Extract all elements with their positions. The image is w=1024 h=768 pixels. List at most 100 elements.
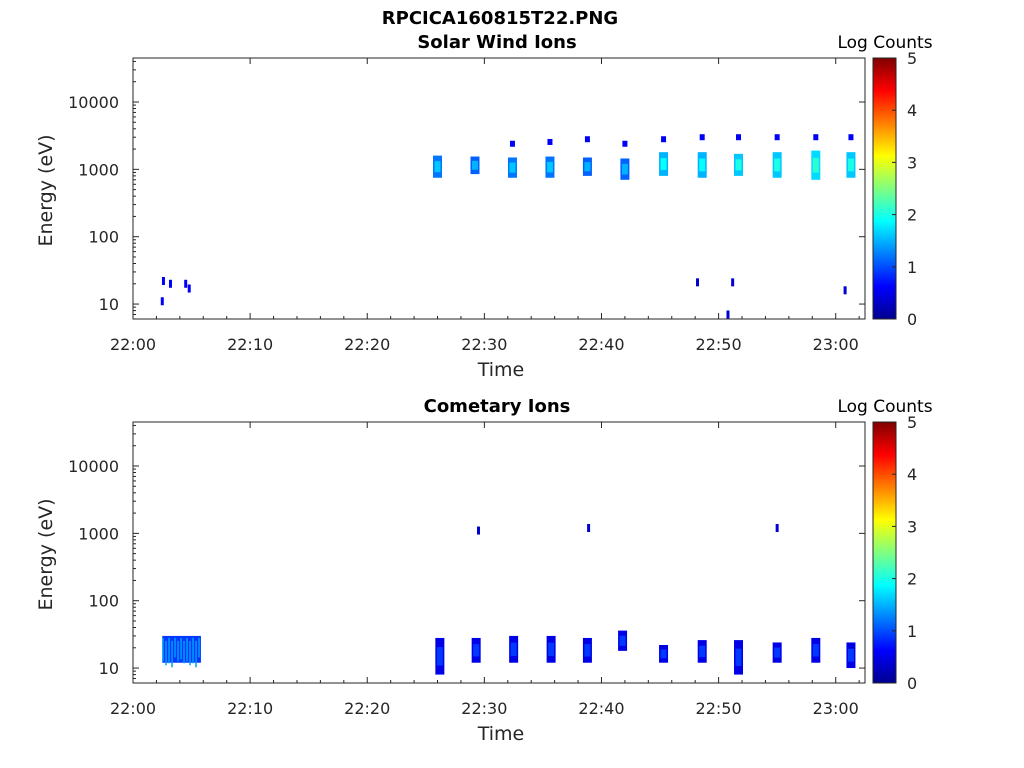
spectrogram-data [162,524,856,675]
data-burst-core [660,649,667,659]
y-axis-label: Energy (eV) [35,498,57,610]
colorbar [872,57,897,320]
colorbar-tick-label: 4 [907,101,917,120]
plot-area [132,57,866,320]
x-tick-label: 22:50 [696,335,742,354]
data-burst-cap [848,134,854,141]
colorbar-tick-label: 1 [907,622,917,641]
x-tick-label: 22:00 [110,699,156,718]
data-point [587,524,591,533]
data-point [168,279,172,288]
data-streak [186,637,188,662]
colorbar-tick-label: 2 [907,206,917,225]
colorbar-tick-label: 3 [907,517,917,536]
colorbar-tick-label: 5 [907,413,917,432]
x-axis-label: Time [477,723,525,745]
data-streak [180,637,182,660]
data-streak [189,640,191,666]
data-burst-core [812,644,819,657]
colorbar-label: Log Counts [837,397,932,417]
plot-area [132,421,866,684]
colorbar-tick-label: 3 [907,153,917,172]
data-point [161,276,165,285]
data-burst-core [774,647,781,658]
x-tick-label: 22:40 [578,335,624,354]
data-burst-core [699,645,706,658]
data-point [184,279,188,288]
data-burst-core [660,158,667,170]
data-streak [174,637,176,658]
x-tick-label: 23:00 [813,335,859,354]
figure-title: RPCICA160815T22.PNG [382,8,618,29]
panel-2: Cometary Ions 22:00 22:10 22:20 22:30 22:40 2 2… [35,396,933,745]
x-axis-label: Time [477,359,525,381]
y-tick-label: 10000 [68,93,119,112]
data-burst-cap [547,138,553,145]
x-tick-label: 22:10 [227,335,273,354]
panel-title: Solar Wind Ions [417,32,576,53]
data-point [731,278,735,287]
data-burst-core [621,163,628,175]
data-burst-core [436,647,443,666]
x-tick-label: 22:40 [578,699,624,718]
colorbar-tick-label: 0 [907,310,917,329]
data-burst-cap [736,134,742,141]
data-streak [168,637,170,664]
y-tick-label: 1000 [78,160,119,179]
data-burst-core [735,159,742,171]
y-tick-label: 1000 [78,524,119,543]
data-burst-core [509,162,516,173]
x-tick-label: 22:20 [344,335,390,354]
data-streak [177,640,179,662]
y-tick-label: 100 [88,592,119,611]
panel-title: Cometary Ions [424,396,571,417]
colorbar-tick-label: 0 [907,674,917,693]
data-point [477,526,481,535]
data-point [843,286,847,295]
y-tick-label: 10 [99,295,119,314]
data-burst-core [584,644,591,657]
data-burst-core [699,158,706,172]
data-burst-cap [584,136,590,143]
y-axis-label: Energy (eV) [35,134,57,246]
data-burst-core [847,648,854,662]
data-burst-core [847,158,854,172]
data-streak [162,637,164,662]
data-burst-cap [661,136,667,143]
data-point [726,310,730,319]
data-burst-core [774,158,781,172]
data-point [696,278,700,287]
data-burst-cap [509,140,515,147]
x-tick-label: 23:00 [813,699,859,718]
colorbar-label: Log Counts [837,33,932,53]
data-streak [165,640,167,666]
colorbar [872,421,897,684]
colorbar-tick-label: 4 [907,465,917,484]
data-burst-core [812,157,819,173]
spectrogram-data [160,134,856,319]
colorbar-tick-label: 5 [907,49,917,68]
data-streak [183,640,185,664]
data-burst-core [434,161,441,173]
data-burst-core [471,160,478,170]
x-tick-label: 22:00 [110,335,156,354]
y-tick-label: 10000 [68,457,119,476]
y-tick-label: 10 [99,659,119,678]
x-tick-label: 22:30 [461,335,507,354]
data-burst-core [619,635,626,646]
colorbar-tick-label: 2 [907,570,917,589]
y-tick-label: 100 [88,228,119,247]
data-burst-core [546,161,553,173]
x-tick-label: 22:30 [461,699,507,718]
data-burst-cap [774,134,780,141]
data-streak [195,640,197,668]
data-burst-core [584,162,591,172]
x-tick-label: 22:20 [344,699,390,718]
x-tick-label: 22:10 [227,699,273,718]
data-point [187,284,191,293]
data-point [775,524,779,533]
data-point [160,297,164,306]
data-streak [198,637,200,658]
data-burst-cap [813,134,819,141]
